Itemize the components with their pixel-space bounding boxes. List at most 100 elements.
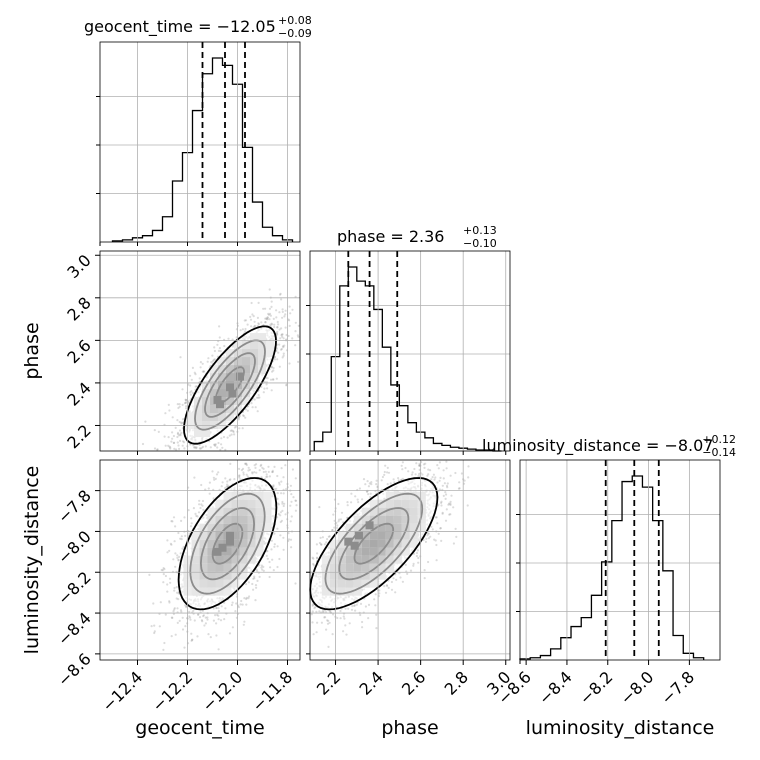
sample-point: [441, 484, 444, 487]
sample-point: [172, 441, 175, 444]
sample-point: [175, 597, 178, 600]
sample-point: [435, 559, 438, 562]
sample-point: [270, 365, 273, 368]
sample-point: [294, 582, 297, 585]
sample-point: [202, 614, 205, 617]
sample-point: [176, 435, 179, 439]
sample-point: [183, 646, 186, 649]
sample-point: [224, 477, 227, 480]
sample-point: [211, 359, 215, 363]
sample-point: [173, 441, 176, 444]
sample-point: [271, 470, 274, 474]
sample-point: [255, 568, 258, 572]
sample-point: [211, 470, 214, 473]
sample-point: [219, 350, 222, 353]
sample-point: [370, 481, 373, 484]
sample-point: [246, 409, 249, 412]
sample-point: [289, 312, 292, 315]
sample-point: [153, 429, 156, 432]
sample-point: [316, 621, 319, 624]
sample-point: [398, 572, 401, 575]
sample-point: [152, 602, 155, 605]
sample-point: [282, 346, 285, 349]
sample-point: [436, 481, 439, 484]
sample-point: [281, 308, 284, 311]
sample-point: [184, 604, 187, 607]
sample-point: [226, 485, 229, 488]
sample-point: [184, 534, 187, 538]
sample-point: [250, 325, 253, 328]
sample-point: [194, 385, 197, 388]
sample-point: [257, 301, 260, 304]
sample-point: [194, 373, 197, 376]
sample-point: [289, 520, 292, 523]
sample-point: [423, 466, 426, 469]
sample-point: [362, 478, 366, 481]
sample-point: [177, 598, 180, 601]
sample-point: [252, 315, 255, 318]
sample-point: [245, 462, 248, 465]
sample-point: [291, 308, 294, 311]
sample-point: [383, 470, 386, 474]
sample-point: [193, 446, 196, 449]
sample-point: [273, 358, 277, 361]
sample-point: [294, 295, 297, 298]
sample-point: [217, 648, 220, 651]
sample-point: [171, 437, 174, 440]
sample-point: [443, 482, 446, 485]
sample-point: [276, 492, 279, 495]
sample-point: [241, 467, 245, 470]
sample-point: [415, 551, 419, 555]
sample-point: [157, 430, 160, 433]
sample-point: [258, 575, 261, 579]
sample-point: [258, 469, 261, 472]
sample-point: [268, 575, 271, 579]
sample-point: [196, 635, 199, 638]
sample-point: [268, 560, 271, 564]
sample-point: [272, 378, 275, 381]
sample-point: [216, 343, 219, 346]
sample-point: [162, 648, 165, 652]
sample-point: [276, 326, 279, 329]
sample-point: [257, 322, 260, 325]
sample-point: [276, 527, 279, 530]
sample-point: [445, 508, 448, 511]
sample-point: [262, 391, 265, 394]
sample-point: [199, 366, 202, 369]
sample-point: [208, 481, 211, 484]
sample-point: [275, 487, 278, 490]
sample-point: [289, 484, 292, 487]
sample-point: [207, 357, 210, 360]
sample-point: [214, 614, 217, 617]
sample-point: [291, 337, 294, 340]
sample-point: [188, 610, 191, 614]
sample-point: [169, 581, 172, 584]
sample-point: [439, 476, 442, 479]
sample-point: [265, 317, 268, 320]
sample-point: [153, 630, 156, 633]
sample-point: [177, 406, 180, 410]
sample-point: [210, 361, 213, 364]
sample-point: [191, 366, 194, 369]
sample-point: [213, 346, 216, 349]
sample-point: [378, 592, 381, 595]
sample-point: [272, 317, 275, 320]
sample-point: [190, 522, 193, 525]
sample-point: [264, 470, 267, 473]
sample-point: [244, 462, 247, 465]
sample-point: [430, 525, 433, 528]
sample-point: [242, 623, 245, 626]
sample-point: [294, 499, 298, 502]
sample-point: [426, 474, 429, 477]
sample-point: [171, 520, 174, 523]
sample-point: [280, 492, 283, 495]
sample-point: [193, 476, 196, 479]
sample-point: [166, 539, 169, 542]
sample-point: [168, 600, 171, 603]
sample-point: [238, 467, 241, 470]
sample-point: [280, 519, 283, 522]
sample-point: [270, 300, 273, 303]
sample-point: [173, 586, 176, 590]
sample-point: [327, 535, 330, 538]
sample-point: [275, 377, 278, 380]
